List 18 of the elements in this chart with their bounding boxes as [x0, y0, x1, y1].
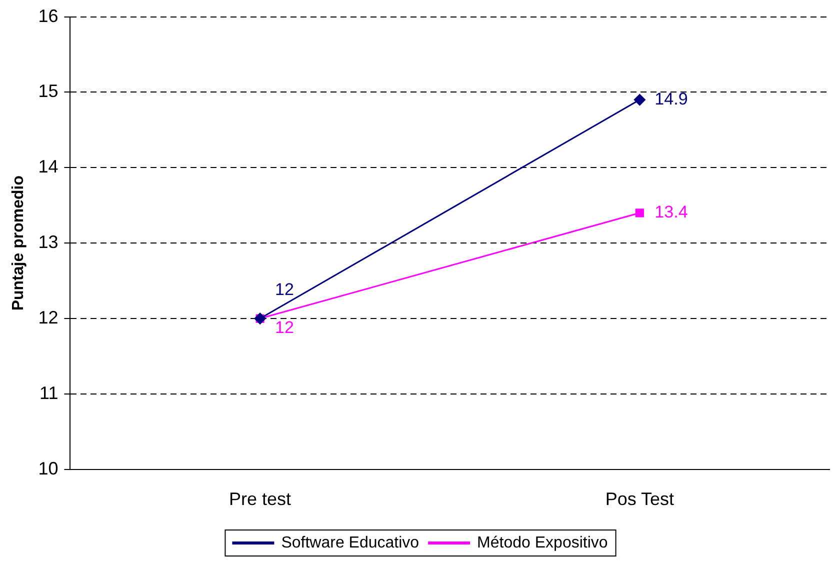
y-axis-title: Puntaje promedio	[10, 175, 28, 311]
y-tick-label: 11	[40, 382, 58, 403]
legend-label: Software Educativo	[281, 534, 420, 552]
point	[635, 208, 644, 218]
y-tick-label: 10	[38, 458, 58, 478]
data-label: 12	[275, 280, 294, 300]
y-tick-label: 12	[38, 308, 58, 328]
y-tick-label: 14	[38, 156, 58, 177]
y-tick-label: 15	[38, 81, 58, 102]
data-label: 12	[275, 318, 294, 338]
data-label: 13.4	[654, 202, 688, 222]
x-tick-label: Pos Test	[605, 489, 674, 510]
x-tick-label: Pre test	[229, 489, 292, 510]
legend-label: Método Expositivo	[477, 534, 608, 552]
data-label: 14.9	[654, 89, 688, 108]
point	[634, 94, 646, 106]
y-tick-label: 16	[38, 6, 58, 26]
y-tick-label: 13	[38, 232, 58, 252]
